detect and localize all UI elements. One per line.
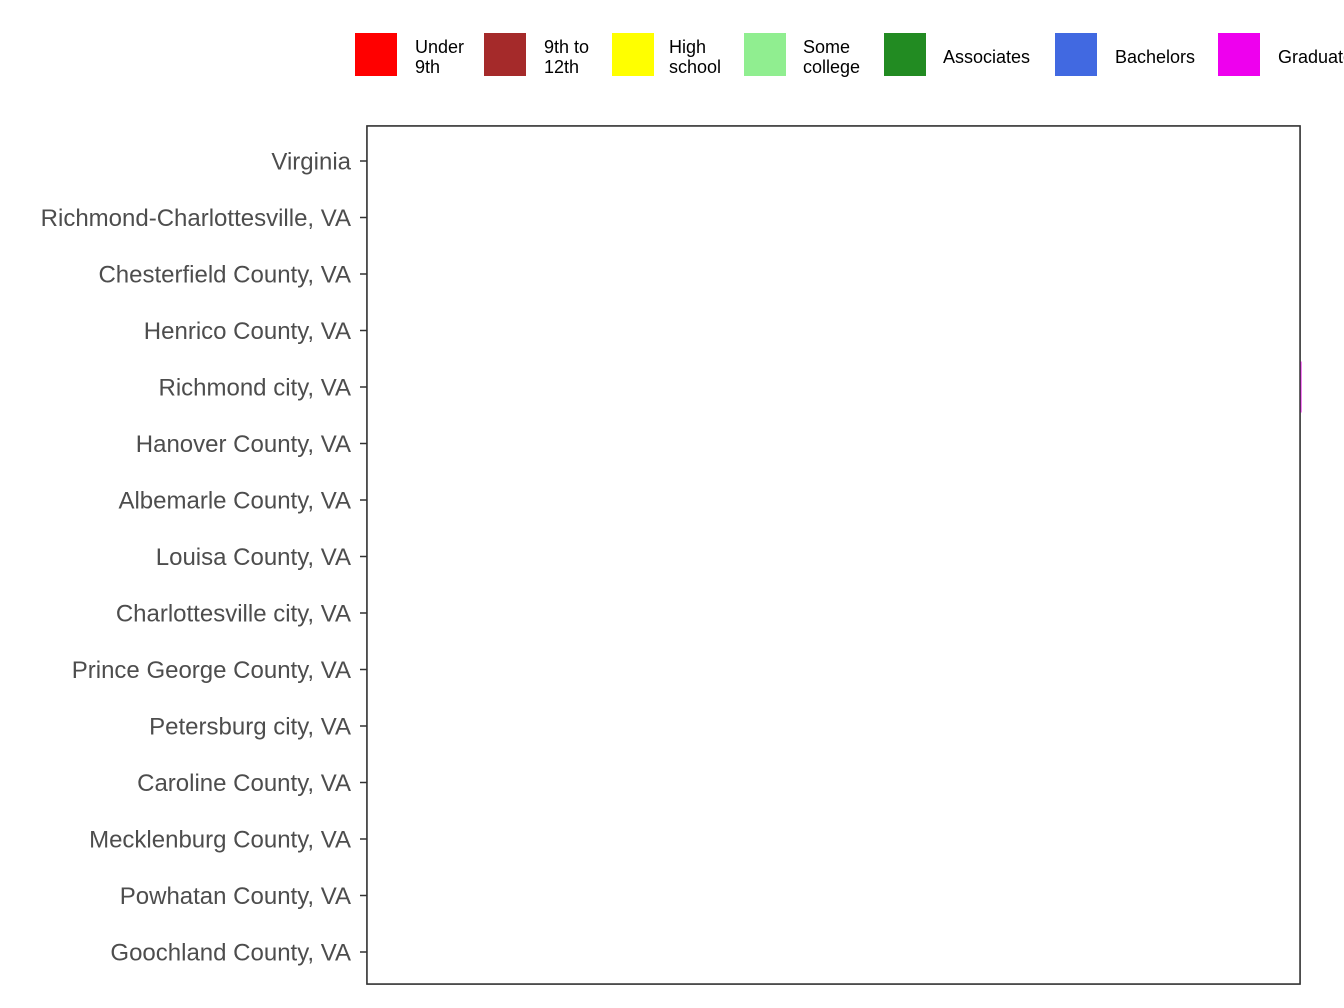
legend-label: High school	[669, 37, 721, 77]
y-tick-label: Goochland County, VA	[110, 940, 351, 967]
legend-key	[484, 33, 526, 76]
legend-item: Graduate	[1218, 33, 1344, 76]
legend-key	[884, 33, 926, 76]
legend-label: Under 9th	[415, 37, 464, 77]
y-tick-label: Albemarle County, VA	[118, 488, 351, 515]
legend-key	[1218, 33, 1260, 76]
y-axis: Virginia Richmond-Charlottesville, VA Ches…	[41, 149, 367, 967]
y-tick-label: Richmond-Charlottesville, VA	[41, 205, 351, 232]
legend-key	[355, 33, 397, 76]
legend-item: 9th to 12th	[484, 33, 589, 77]
y-tick-label: Charlottesville city, VA	[116, 601, 351, 628]
legend: Under 9th 9th to 12th High school Some college A…	[355, 33, 1344, 77]
y-tick-label: Mecklenburg County, VA	[89, 827, 351, 854]
legend-key	[744, 33, 786, 76]
legend-label: Graduate	[1278, 47, 1344, 67]
legend-label: Some college	[803, 37, 860, 77]
y-tick-label: Petersburg city, VA	[149, 714, 351, 741]
legend-item: Under 9th	[355, 33, 464, 77]
y-tick-label: Richmond city, VA	[158, 375, 351, 402]
legend-item: Associates	[884, 33, 1030, 76]
legend-key	[1055, 33, 1097, 76]
y-tick-label: Chesterfield County, VA	[98, 262, 351, 289]
y-tick-label: Henrico County, VA	[144, 318, 351, 345]
legend-item: Bachelors	[1055, 33, 1195, 76]
y-tick-label: Virginia	[271, 149, 351, 176]
y-tick-label: Hanover County, VA	[136, 431, 351, 458]
legend-label: Bachelors	[1115, 47, 1195, 67]
y-tick-label: Prince George County, VA	[72, 657, 351, 684]
legend-label: Associates	[943, 47, 1030, 67]
legend-item: High school	[612, 33, 721, 77]
legend-item: Some college	[744, 33, 860, 77]
legend-label: 9th to 12th	[544, 37, 589, 77]
legend-key	[612, 33, 654, 76]
y-tick-label: Caroline County, VA	[137, 770, 351, 797]
y-tick-label: Powhatan County, VA	[120, 883, 351, 910]
y-tick-label: Louisa County, VA	[156, 544, 351, 571]
